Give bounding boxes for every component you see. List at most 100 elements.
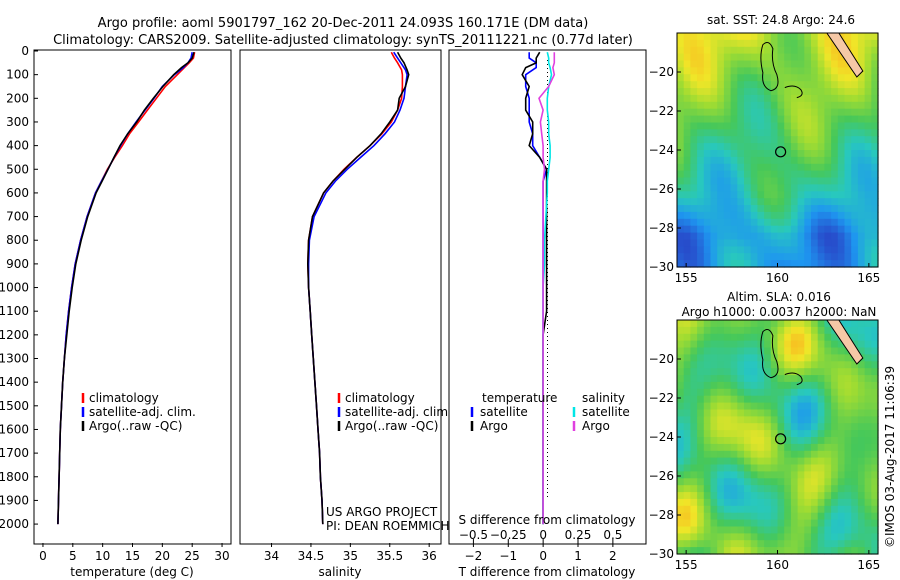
heat-cell: [770, 205, 779, 213]
heat-cell: [824, 526, 832, 534]
heat-cell: [683, 184, 691, 192]
heat-cell: [777, 354, 785, 362]
heat-cell: [837, 211, 846, 220]
heat-cell: [790, 471, 799, 479]
salinity-difference-axis-label: S difference from climatology: [459, 513, 636, 527]
heat-cell: [710, 498, 718, 507]
heat-cell: [824, 361, 832, 369]
heat-cell: [844, 94, 852, 103]
heat-cell: [811, 211, 819, 220]
heat-cell: [824, 136, 832, 144]
heat-cell: [784, 354, 792, 362]
heat-cell: [770, 388, 779, 397]
heat-cell: [737, 388, 745, 397]
heat-cell: [770, 498, 779, 507]
heat-cell: [824, 260, 832, 268]
heat-cell: [804, 143, 812, 151]
heat-cell: [824, 253, 832, 261]
heat-cell: [697, 498, 705, 507]
heat-cell: [851, 122, 859, 130]
heat-cell: [851, 505, 859, 514]
heat-cell: [757, 375, 765, 383]
heat-cell: [864, 457, 872, 466]
heat-cell: [683, 409, 691, 417]
heat-cell: [690, 498, 698, 507]
heat-cell: [837, 457, 846, 466]
heat-cell: [703, 464, 712, 472]
heat-cell: [831, 260, 839, 268]
heat-cell: [844, 253, 852, 261]
heat-cell: [871, 512, 879, 521]
heat-cell: [683, 361, 691, 369]
heat-cell: [811, 129, 819, 137]
heat-cell: [703, 478, 712, 486]
heat-cell: [677, 108, 685, 117]
heat-cell: [677, 388, 685, 397]
heat-cell: [710, 184, 718, 192]
heat-cell: [697, 340, 705, 349]
heat-cell: [723, 218, 732, 227]
heat-cell: [723, 53, 732, 62]
heat-cell: [744, 320, 752, 328]
heat-cell: [857, 74, 866, 82]
heat-cell: [831, 67, 839, 75]
heat-cell: [683, 354, 691, 362]
heat-cell: [757, 354, 765, 362]
heat-cell: [764, 129, 772, 137]
heat-cell: [817, 150, 825, 158]
heat-cell: [824, 163, 832, 172]
heat-cell: [864, 177, 872, 185]
heat-cell: [723, 225, 732, 234]
heat-cell: [717, 395, 725, 404]
heat-cell: [864, 184, 872, 192]
heat-cell: [717, 122, 725, 130]
heat-cell: [703, 163, 712, 172]
heat-cell: [757, 464, 765, 472]
depth-tick-label: 1300: [0, 352, 29, 366]
heat-cell: [817, 519, 825, 528]
heat-cell: [784, 326, 792, 335]
heat-cell: [717, 361, 725, 369]
heat-cell: [690, 423, 698, 431]
heat-cell: [824, 239, 832, 247]
heat-cell: [723, 485, 732, 493]
heat-cell: [723, 526, 732, 534]
heat-cell: [804, 191, 812, 199]
heat-cell: [804, 547, 812, 555]
heat-cell: [737, 430, 745, 438]
heat-cell: [683, 191, 691, 199]
heat-cell: [851, 547, 859, 555]
heat-cell: [764, 381, 772, 390]
heat-cell: [784, 205, 792, 213]
heat-cell: [757, 81, 765, 89]
heat-cell: [790, 81, 799, 89]
heat-cell: [784, 156, 792, 165]
heat-cell: [710, 437, 718, 445]
heat-cell: [777, 253, 785, 261]
heat-cell: [683, 333, 691, 342]
heat-cell: [697, 232, 705, 241]
heat-cell: [831, 485, 839, 493]
heat-cell: [737, 320, 745, 328]
heat-cell: [683, 67, 691, 75]
heat-cell: [784, 368, 792, 376]
heat-cell: [851, 136, 859, 144]
heat-cell: [744, 129, 752, 137]
heat-cell: [730, 170, 738, 179]
heat-cell: [710, 533, 718, 541]
heat-cell: [703, 94, 712, 103]
heat-cell: [683, 225, 691, 234]
heat-cell: [764, 320, 772, 328]
heat-cell: [750, 519, 758, 528]
heat-cell: [717, 416, 725, 424]
heat-cell: [804, 170, 812, 179]
heat-cell: [744, 505, 752, 514]
heat-cell: [864, 333, 872, 342]
heat-cell: [764, 526, 772, 534]
heat-cell: [764, 430, 772, 438]
heat-cell: [797, 198, 805, 206]
heat-cell: [770, 225, 779, 234]
heat-cell: [851, 177, 859, 185]
heat-cell: [797, 547, 805, 555]
depth-tick-label: 200: [6, 91, 29, 105]
